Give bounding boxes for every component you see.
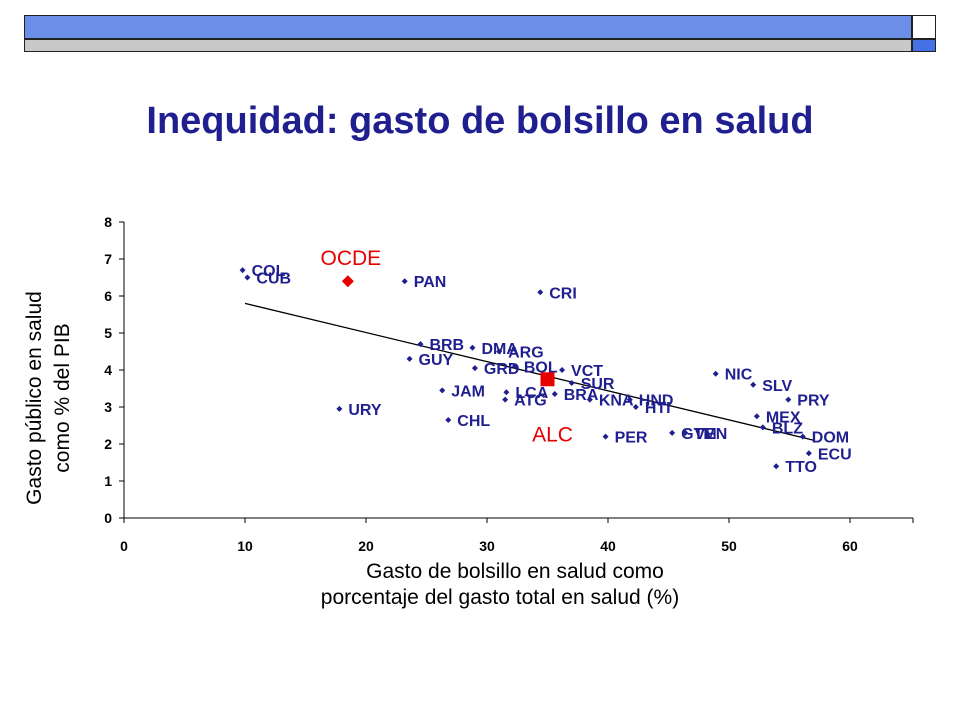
x-tick-label: 10 <box>237 538 253 554</box>
header-bar-top <box>24 15 936 39</box>
data-point-label: PRY <box>797 393 830 410</box>
slide-header-bar <box>24 15 936 52</box>
y-tick-label: 8 <box>104 214 112 230</box>
y-tick-label: 5 <box>104 325 112 341</box>
data-point-label: DOM <box>812 430 849 447</box>
data-point <box>244 274 251 281</box>
data-point-label: NIC <box>725 367 753 384</box>
data-point-label: KNA <box>599 393 634 410</box>
data-point <box>511 363 518 370</box>
data-point-label: JAM <box>451 383 485 400</box>
y-tick-label: 7 <box>104 251 112 267</box>
data-point <box>239 267 246 274</box>
header-bar-box <box>912 15 936 39</box>
data-point <box>632 404 639 410</box>
data-point-label: PAN <box>414 274 447 291</box>
data-point-label: ARG <box>508 345 544 362</box>
header-bar-blue <box>24 15 912 39</box>
data-point-label: CHL <box>457 413 490 430</box>
data-point <box>551 391 558 398</box>
data-point <box>503 389 510 396</box>
data-point <box>586 396 593 403</box>
data-point-label: URY <box>348 402 382 419</box>
data-point <box>753 413 760 420</box>
data-point <box>471 365 478 372</box>
data-point <box>626 396 633 403</box>
slide-title: Inequidad: gasto de bolsillo en salud <box>146 100 814 142</box>
y-axis-title-line2: como % del PIB <box>51 323 74 472</box>
x-tick-label: 20 <box>358 538 374 554</box>
data-point <box>712 370 719 377</box>
data-point-label: GRD <box>484 361 520 378</box>
data-point <box>417 341 424 348</box>
x-tick-label: 40 <box>600 538 616 554</box>
data-point <box>785 396 792 403</box>
data-point-label: BOL <box>524 359 558 376</box>
data-point <box>559 367 566 373</box>
data-point-label: DMA <box>481 341 518 358</box>
data-point-label: PER <box>615 430 648 447</box>
y-tick-label: 3 <box>104 399 112 415</box>
data-point <box>602 433 609 440</box>
data-point-label: LCA <box>515 385 548 402</box>
data-point-label: GUY <box>419 352 454 369</box>
data-point <box>439 387 446 394</box>
data-point <box>682 429 689 436</box>
highlight-point <box>540 372 555 387</box>
x-tick-label: 30 <box>479 538 495 554</box>
data-point <box>401 278 408 285</box>
y-axis-title-line1: Gasto público en salud <box>23 291 46 505</box>
data-point <box>336 405 343 412</box>
data-point-label: SLV <box>762 378 792 395</box>
data-point-label: CUB <box>256 271 291 288</box>
trend-line <box>244 302 814 441</box>
header-bar-gray <box>24 39 912 52</box>
x-axis-title-line2: porcentaje del gasto total en salud (%) <box>321 586 679 609</box>
y-tick-label: 4 <box>104 362 112 378</box>
data-point <box>537 289 544 296</box>
data-point-label: HTI <box>645 400 671 417</box>
data-point-label: SUR <box>581 376 615 393</box>
y-tick-label: 6 <box>104 288 112 304</box>
y-tick-label: 0 <box>104 510 112 526</box>
x-axis-title-line1: Gasto de bolsillo en salud como <box>366 560 664 583</box>
data-point-label: GTM <box>681 426 717 443</box>
x-tick-label: 60 <box>842 538 858 554</box>
data-point <box>750 381 757 388</box>
data-point-label: ATG <box>514 393 547 410</box>
data-point-label: BRB <box>429 337 464 354</box>
highlight-label: ALC <box>532 423 573 446</box>
data-point <box>805 450 812 457</box>
data-point <box>445 416 452 423</box>
x-tick-label: 0 <box>120 538 128 554</box>
data-point <box>759 424 766 431</box>
data-point <box>669 429 676 436</box>
data-point-label: TTO <box>785 459 817 476</box>
header-bar-blue-box <box>912 39 936 52</box>
y-tick-label: 2 <box>104 436 112 452</box>
data-point <box>496 348 503 355</box>
data-point <box>568 379 575 386</box>
data-point <box>469 344 476 351</box>
highlight-point <box>341 275 354 288</box>
data-point-label: MEX <box>766 409 801 426</box>
data-point-label: VCT <box>571 363 603 380</box>
data-point-label: HND <box>639 393 674 410</box>
data-point-label: CRI <box>549 285 577 302</box>
data-point <box>773 463 780 470</box>
highlight-label: OCDE <box>321 247 382 270</box>
data-point <box>406 355 413 362</box>
data-point-label: VEN <box>694 426 727 443</box>
data-point-label: COL <box>252 263 286 280</box>
data-point-label: BLZ <box>772 420 803 437</box>
data-point <box>799 433 806 440</box>
x-tick-label: 50 <box>721 538 737 554</box>
data-point-label: BRA <box>564 387 599 404</box>
data-point <box>502 396 509 403</box>
header-bar-bottom <box>24 39 936 52</box>
y-tick-label: 1 <box>104 473 112 489</box>
data-point-label: ECU <box>818 446 852 463</box>
